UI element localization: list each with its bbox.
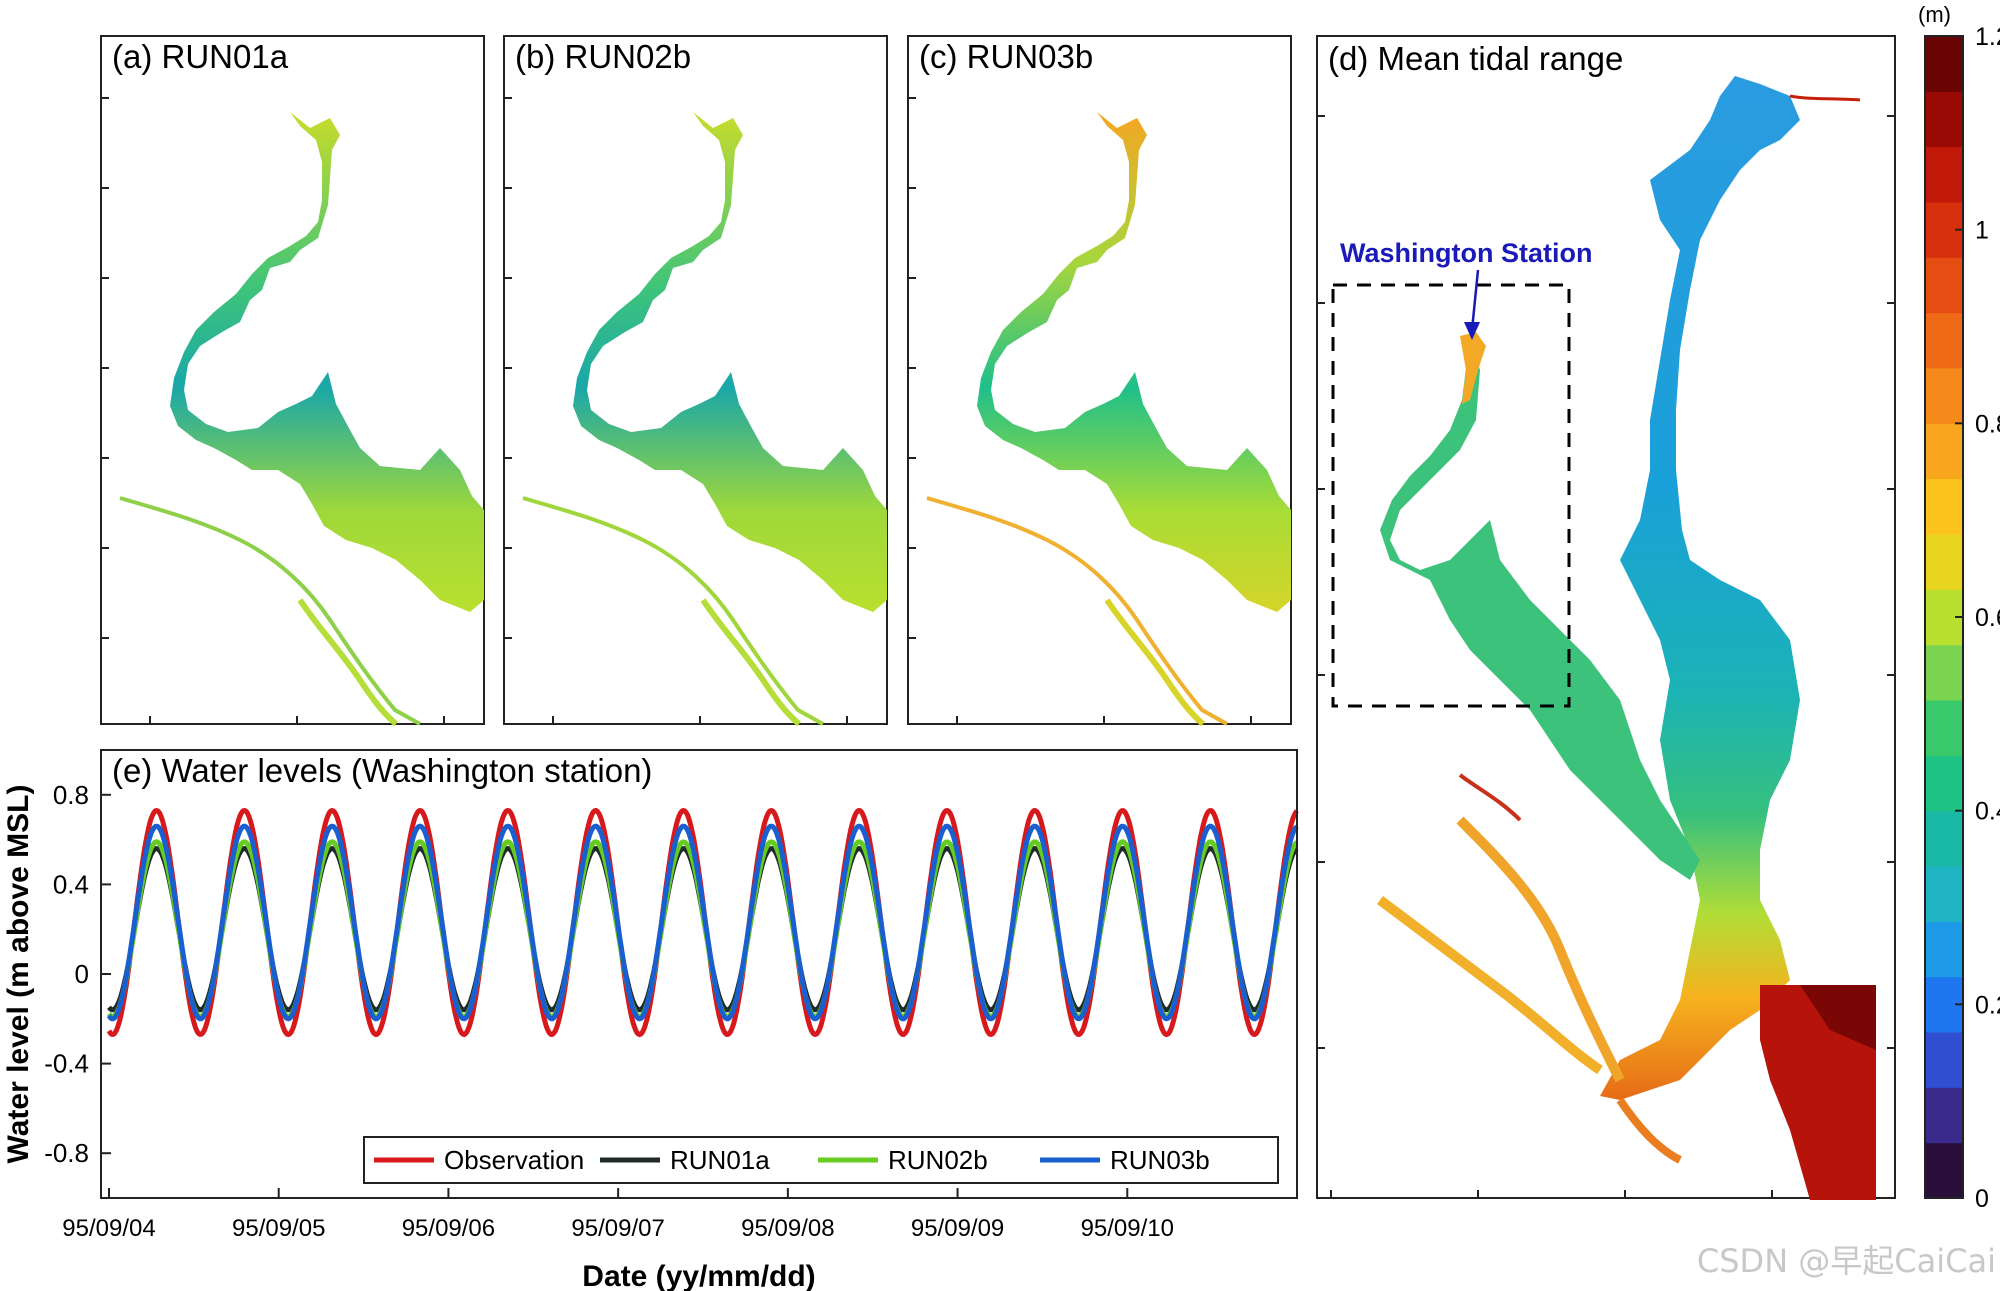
- tributary-a2: [297, 598, 398, 727]
- legend-label: RUN02b: [888, 1145, 988, 1175]
- southern-river-2: [1377, 895, 1603, 1075]
- legend-label: RUN03b: [1110, 1145, 1210, 1175]
- top-tributary: [1789, 94, 1861, 102]
- river-shape-a: [170, 112, 484, 612]
- bay-main-body: [1600, 76, 1800, 1100]
- colorbar-band: [1925, 644, 1963, 701]
- colorbar-band: [1925, 312, 1963, 369]
- station-arrow-head: [1464, 322, 1480, 340]
- y-tick-label: -0.4: [44, 1049, 89, 1079]
- colorbar-band: [1925, 810, 1963, 867]
- colorbar-tick-label: 1.2: [1975, 23, 2000, 51]
- map-panel-a: (a) RUN01a: [100, 35, 485, 727]
- panel-a-frame: [100, 35, 485, 725]
- colorbar-band: [1925, 700, 1963, 756]
- colorbar-band: [1925, 1087, 1963, 1144]
- colorbar-band: [1925, 368, 1963, 424]
- panel-a-ticks: [101, 97, 445, 724]
- panel-b-title: (b) RUN02b: [515, 38, 691, 75]
- washington-station-label: Washington Station: [1340, 238, 1592, 268]
- y-axis-ticks: -0.8 -0.4 0 0.4 0.8: [44, 780, 111, 1168]
- y-tick-label: 0: [75, 959, 89, 989]
- colorbar-tick-label: 1: [1975, 217, 1989, 245]
- tributary-a: [119, 496, 421, 726]
- legend-items: Observation RUN01a RUN02b RUN03b: [374, 1145, 1210, 1175]
- colorbar-band: [1925, 1032, 1963, 1088]
- series-line-run02b: [107, 839, 1299, 1020]
- chart-legend: Observation RUN01a RUN02b RUN03b: [363, 1136, 1279, 1184]
- potomac-upper: [1460, 332, 1486, 404]
- colorbar-tick-label: 0: [1975, 1185, 1989, 1213]
- x-axis-label: Date (yy/mm/dd): [582, 1260, 815, 1291]
- x-tick-label: 95/09/07: [571, 1215, 664, 1242]
- colorbar-tick-label: 0.2: [1975, 991, 2000, 1019]
- panel-b-frame: [503, 35, 888, 725]
- washington-inset-box: [1331, 283, 1571, 708]
- potomac-branch: [1380, 340, 1700, 880]
- southern-river-3: [1616, 1097, 1682, 1164]
- x-tick-label: 95/09/08: [741, 1215, 834, 1242]
- colorbar-band: [1925, 257, 1963, 314]
- bay-mouth-dark: [1800, 985, 1876, 1050]
- colorbar-band: [1925, 534, 1963, 590]
- colorbar-band: [1925, 478, 1963, 535]
- panel-e-title: (e) Water levels (Washington station): [112, 752, 652, 789]
- map-panel-c: (c) RUN03b: [907, 35, 1292, 727]
- tributary-b: [522, 496, 824, 726]
- legend-label: RUN01a: [670, 1145, 770, 1175]
- panel-e: (e) Water levels (Washington station) -0…: [2, 749, 1299, 1291]
- colorbar-tick-label: 0.8: [1975, 410, 2000, 438]
- series-line-run03b: [106, 823, 1299, 1022]
- map-panel-d: (d) Mean tidal range Washington Station: [1316, 35, 1896, 1200]
- y-tick-label: -0.8: [44, 1138, 89, 1168]
- y-axis-label: Water level (m above MSL): [2, 785, 35, 1164]
- colorbar: (m) 0 0.2 0.4 0.6 0.8 1 1.2: [1918, 2, 2000, 1213]
- colorbar-tick-label: 0.4: [1975, 798, 2000, 826]
- colorbar-band: [1925, 36, 1963, 92]
- colorbar-band: [1925, 1142, 1963, 1199]
- panel-d-title: (d) Mean tidal range: [1328, 40, 1623, 77]
- map-panel-b: (b) RUN02b: [503, 35, 888, 727]
- colorbar-band: [1925, 91, 1963, 148]
- legend-label: Observation: [444, 1145, 584, 1175]
- tributary-b2: [700, 598, 801, 727]
- colorbar-unit: (m): [1918, 2, 1951, 27]
- colorbar-band: [1925, 146, 1963, 203]
- chart-series-lines: [106, 807, 1299, 1038]
- panel-c-frame: [907, 35, 1292, 725]
- colorbar-band: [1925, 423, 1963, 480]
- x-tick-label: 95/09/10: [1081, 1215, 1174, 1242]
- x-tick-label: 95/09/09: [911, 1215, 1004, 1242]
- y-tick-label: 0.4: [53, 869, 89, 899]
- colorbar-band: [1925, 921, 1963, 978]
- x-tick-label: 95/09/05: [232, 1215, 325, 1242]
- x-axis-ticks: 95/09/04 95/09/05 95/09/06 95/09/07 95/09/08…: [62, 1188, 1174, 1242]
- x-tick-label: 95/09/04: [62, 1215, 155, 1242]
- panel-c-title: (c) RUN03b: [919, 38, 1093, 75]
- southern-river-1: [1456, 816, 1625, 1083]
- river-shape-b: [573, 112, 887, 612]
- colorbar-band: [1925, 755, 1963, 812]
- tributary-c: [926, 496, 1228, 726]
- bay-mouth-region: [1760, 985, 1876, 1200]
- panel-d-ticks: [1317, 115, 1895, 1198]
- station-arrow-line: [1470, 269, 1480, 331]
- csdn-watermark: CSDN @早起CaiCai: [1697, 1242, 1996, 1280]
- southern-river-4: [1458, 773, 1522, 822]
- panel-a-title: (a) RUN01a: [112, 38, 289, 75]
- colorbar-tick-label: 0.6: [1975, 604, 2000, 632]
- colorbar-ticks: 0 0.2 0.4 0.6 0.8 1 1.2: [1955, 23, 2000, 1213]
- river-shape-c: [977, 112, 1291, 612]
- colorbar-band: [1925, 866, 1963, 922]
- y-tick-label: 0.8: [53, 780, 89, 810]
- panel-b-ticks: [504, 97, 848, 724]
- panel-c-ticks: [908, 97, 1252, 724]
- x-tick-label: 95/09/06: [402, 1215, 495, 1242]
- tributary-c2: [1104, 598, 1205, 727]
